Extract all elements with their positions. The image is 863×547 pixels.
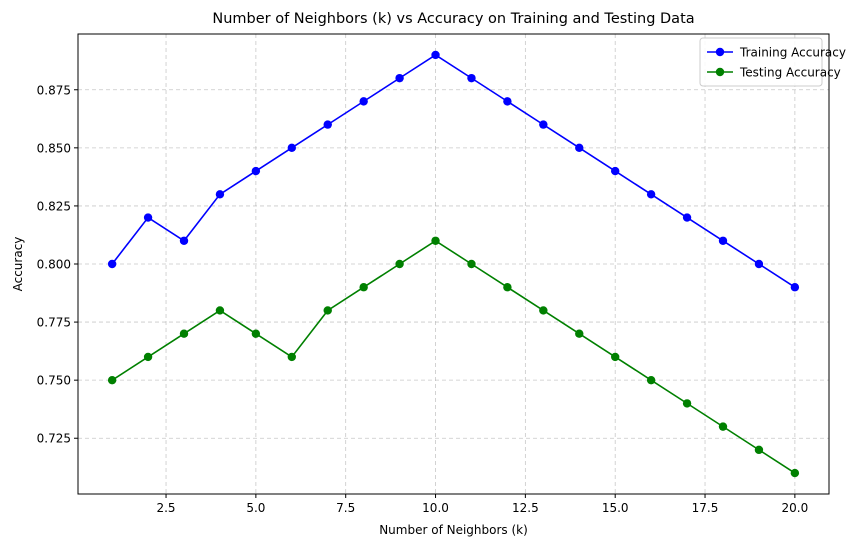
y-axis-label: Accuracy <box>11 237 25 292</box>
chart-title: Number of Neighbors (k) vs Accuracy on T… <box>212 11 694 27</box>
legend-label: Training Accuracy <box>739 46 846 60</box>
data-point <box>359 97 368 106</box>
data-point <box>610 352 620 362</box>
legend-box <box>699 37 823 87</box>
data-point <box>646 375 656 385</box>
data-point <box>718 236 728 245</box>
data-point <box>179 236 189 245</box>
data-point <box>215 306 225 315</box>
x-tick-label: 2.5 <box>156 501 175 515</box>
data-point <box>143 352 153 362</box>
data-point <box>790 468 800 478</box>
data-point <box>359 283 368 292</box>
data-point <box>287 143 297 153</box>
x-tick-label: 10.0 <box>422 501 449 515</box>
data-point <box>718 422 728 431</box>
data-point <box>107 375 117 385</box>
data-point <box>323 306 332 315</box>
legend-marker <box>715 67 725 77</box>
data-point <box>682 399 692 408</box>
data-point <box>575 329 584 338</box>
data-point <box>431 50 440 60</box>
data-point <box>539 306 548 315</box>
x-tick-label: 12.5 <box>512 501 539 515</box>
legend-marker <box>715 47 725 57</box>
series-training <box>107 50 800 292</box>
data-point <box>107 259 117 269</box>
y-tick-label: 0.825 <box>37 199 71 213</box>
data-point <box>503 97 512 106</box>
data-point <box>575 143 584 153</box>
data-point <box>503 283 512 292</box>
data-point <box>251 329 261 338</box>
data-point <box>754 445 764 455</box>
legend: Training Accuracy Testing Accuracy <box>699 37 846 87</box>
data-point <box>790 283 800 292</box>
legend-entry: Training Accuracy <box>707 46 846 60</box>
data-point <box>539 120 548 129</box>
data-point <box>610 166 620 176</box>
grid <box>78 34 829 494</box>
data-point <box>287 352 297 362</box>
y-tick-label: 0.750 <box>37 374 71 388</box>
x-axis: 2.5 5.0 7.5 10.0 12.5 15.0 17.5 20.0 <box>156 494 808 515</box>
data-point <box>754 259 764 269</box>
x-tick-label: 5.0 <box>246 501 265 515</box>
data-point <box>431 236 440 245</box>
y-tick-label: 0.725 <box>37 432 71 446</box>
data-point <box>467 73 476 83</box>
y-axis: 0.725 0.750 0.775 0.800 0.825 0.850 0.875 <box>37 83 78 446</box>
data-point <box>323 120 332 129</box>
series-layer <box>107 50 800 478</box>
x-tick-label: 20.0 <box>782 501 809 515</box>
legend-entry: Testing Accuracy <box>707 66 841 80</box>
y-tick-label: 0.800 <box>37 258 71 272</box>
y-tick-label: 0.850 <box>37 141 71 155</box>
x-axis-label: Number of Neighbors (k) <box>379 523 528 537</box>
x-tick-label: 7.5 <box>336 501 355 515</box>
data-point <box>179 329 189 338</box>
series-testing <box>107 236 800 478</box>
y-tick-label: 0.775 <box>37 316 71 330</box>
data-point <box>682 213 692 222</box>
data-point <box>467 259 476 269</box>
data-point <box>251 166 261 176</box>
data-point <box>395 73 404 83</box>
data-point <box>143 213 153 222</box>
series-line <box>111 239 796 474</box>
x-tick-label: 15.0 <box>602 501 629 515</box>
y-tick-label: 0.875 <box>37 83 71 97</box>
data-point <box>215 190 225 199</box>
legend-label: Testing Accuracy <box>739 66 841 80</box>
data-point <box>646 190 656 199</box>
x-tick-label: 17.5 <box>692 501 719 515</box>
data-point <box>395 259 404 269</box>
series-line <box>111 53 796 288</box>
